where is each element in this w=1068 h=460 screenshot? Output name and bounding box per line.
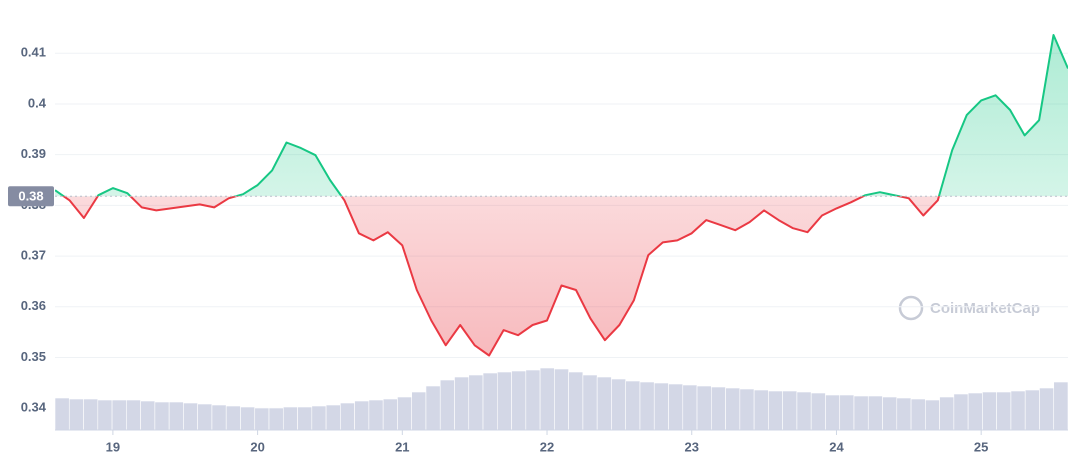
volume-bar (225, 405, 241, 431)
y-tick-label: 0.4 (28, 95, 47, 110)
volume-bar (782, 390, 798, 431)
volume-bar (568, 371, 584, 431)
volume-bar (111, 399, 127, 431)
volume-bar (525, 369, 541, 431)
volume-bar (967, 392, 983, 431)
volume-bar (582, 374, 598, 431)
volume-bar (511, 370, 527, 431)
volume-bar (711, 386, 726, 431)
volume-bar (211, 404, 227, 431)
volume-bar (925, 399, 940, 431)
y-tick-label: 0.39 (21, 146, 46, 161)
volume-bar (996, 391, 1012, 431)
volume-bar (625, 380, 641, 431)
volume-bar (340, 402, 355, 431)
volume-bar (539, 367, 555, 431)
volume-bar (397, 396, 412, 431)
volume-bar (197, 403, 213, 431)
volume-bar (311, 405, 327, 431)
volume-bar (154, 401, 170, 431)
y-tick-label: 0.41 (21, 45, 46, 60)
volume-bar (653, 382, 669, 431)
x-tick-label: 25 (974, 439, 988, 454)
volume-bar (982, 391, 997, 431)
volume-bar (882, 396, 898, 431)
volume-bar (753, 389, 769, 431)
volume-bar (867, 395, 883, 431)
volume-bar (853, 395, 869, 431)
volume-bar (611, 378, 627, 431)
volume-bar (596, 376, 612, 431)
volume-bar (896, 397, 912, 431)
x-tick-label: 23 (685, 439, 699, 454)
volume-bar (910, 398, 926, 431)
volume-bar (682, 384, 698, 431)
watermark: CoinMarketCap (930, 300, 1040, 317)
volume-bar (325, 404, 341, 431)
volume-bar (297, 406, 313, 431)
volume-bar (696, 385, 712, 431)
volume-bar (554, 368, 569, 431)
volume-bar (83, 398, 99, 431)
y-tick-label: 0.37 (21, 248, 46, 263)
above-group (55, 34, 1068, 197)
baseline-label-box (8, 186, 54, 207)
watermark-group: CoinMarketCap (898, 295, 1040, 321)
below-group (61, 196, 941, 357)
volume-bar (953, 393, 969, 431)
volume-bar (1010, 390, 1026, 431)
y-tick-label: 0.36 (21, 298, 46, 313)
volume-bar (668, 383, 684, 431)
area-below (63, 196, 939, 356)
volume-bar (1024, 389, 1040, 431)
volume-bar (126, 399, 141, 431)
volume-bar (825, 394, 841, 431)
volume-bar (739, 388, 755, 431)
volume-bar (425, 385, 441, 431)
volume-bar (768, 390, 783, 431)
volume-bar (140, 400, 156, 431)
area-above (55, 35, 1068, 197)
volume-bar (54, 397, 70, 431)
volume-bar (168, 401, 184, 431)
volume-bar (68, 398, 84, 431)
volume-bar (268, 407, 284, 431)
volume-bar (496, 371, 512, 431)
volume-bar (1039, 387, 1055, 431)
x-tick-label: 21 (395, 439, 409, 454)
volume-bar (725, 387, 741, 431)
x-tick-label: 20 (250, 439, 264, 454)
y-tick-label: 0.35 (21, 349, 46, 364)
volume-bar (439, 379, 455, 431)
volume-bar (839, 394, 855, 431)
volume-bar (796, 391, 812, 431)
volume-bar (1053, 381, 1068, 431)
volume-bar (810, 392, 826, 431)
volume-bar (254, 407, 270, 431)
volume-bar (382, 398, 398, 431)
baseline-label: 0.38 (18, 189, 43, 204)
volume-bar (454, 376, 470, 431)
volume-bar (939, 396, 955, 431)
volume-bar (468, 374, 484, 431)
volume-bar (354, 400, 370, 431)
volume-bar (97, 399, 113, 431)
volume-bar (368, 399, 384, 431)
x-tick-label: 22 (540, 439, 554, 454)
volume-bar (240, 406, 256, 431)
volume-bar (482, 372, 498, 431)
volume-bar (183, 402, 198, 431)
watermark-logo (898, 295, 924, 321)
x-tick-label: 19 (106, 439, 120, 454)
volume-bar (282, 406, 298, 431)
x-tick-label: 24 (829, 439, 844, 454)
volume-bar (639, 381, 655, 431)
volume-bar (411, 391, 427, 431)
price-line-below (61, 196, 941, 357)
price-line-above (55, 34, 1068, 197)
y-tick-label: 0.34 (21, 400, 47, 415)
